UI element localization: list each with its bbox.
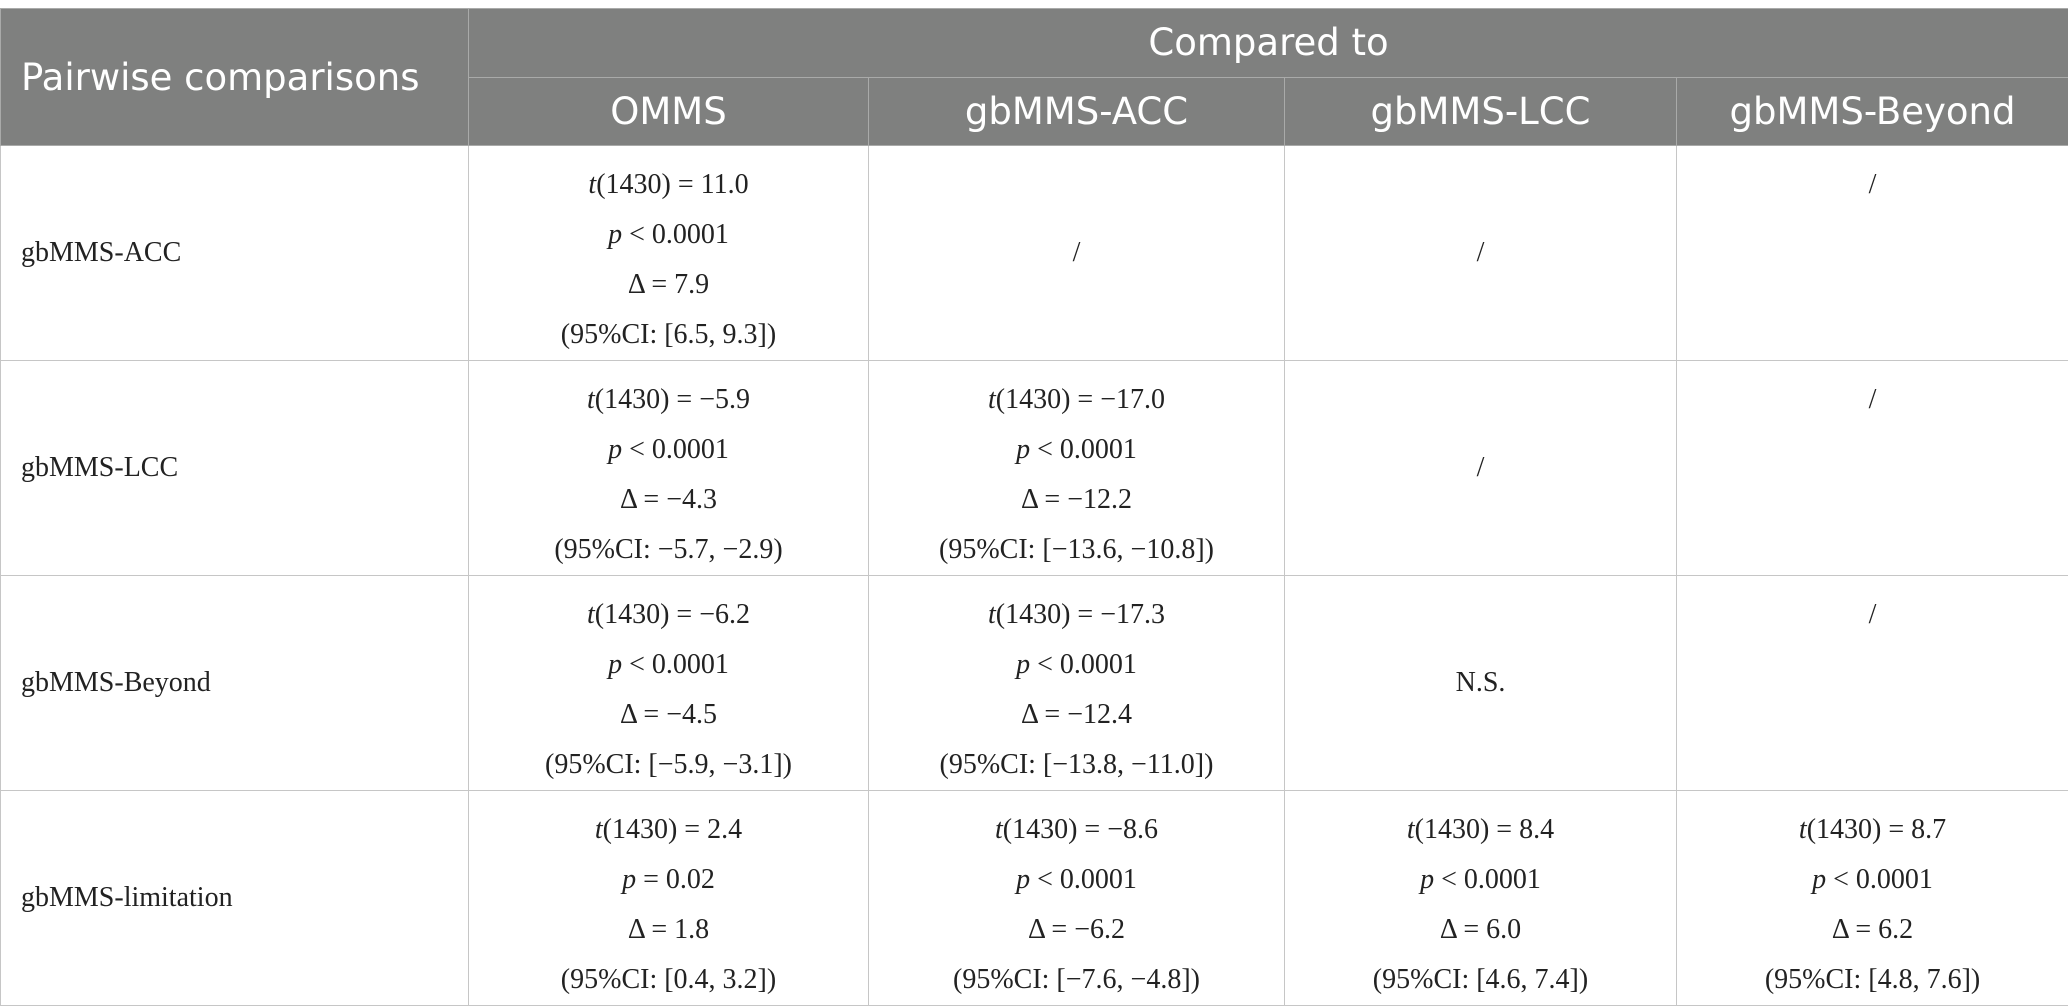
confidence-interval: (95%CI: [0.4, 3.2]) — [560, 964, 777, 995]
empty-cell: / — [868, 145, 1285, 361]
table-row: gbMMS-LCC t(1430) = −5.9 p < 0.0001 Δ = … — [0, 360, 2068, 576]
stat-cell: t(1430) = −17.0 p < 0.0001 Δ = −12.2 (95… — [868, 360, 1285, 576]
p-value: p < 0.0001 — [608, 219, 729, 250]
t-stat: t(1430) = −17.3 — [987, 599, 1165, 630]
header-compared-to: Compared to — [467, 8, 2068, 78]
column-header-omms: OMMS — [468, 76, 869, 146]
t-stat: t(1430) = 2.4 — [594, 814, 743, 845]
delta-value: Δ = 6.2 — [1831, 914, 1914, 945]
stat-cell: t(1430) = −5.9 p < 0.0001 Δ = −4.3 (95%C… — [468, 360, 869, 576]
t-stat: t(1430) = −5.9 — [586, 384, 750, 415]
p-value: p < 0.0001 — [1812, 864, 1933, 895]
t-stat: t(1430) = −6.2 — [586, 599, 750, 630]
row-label: gbMMS-ACC — [0, 145, 469, 361]
delta-value: Δ = 6.0 — [1439, 914, 1522, 945]
stat-cell: t(1430) = 11.0 p < 0.0001 Δ = 7.9 (95%CI… — [468, 145, 869, 361]
t-stat: t(1430) = 8.7 — [1798, 814, 1947, 845]
p-value: p < 0.0001 — [1016, 649, 1137, 680]
empty-cell: / — [1675, 145, 2068, 361]
t-stat: t(1430) = 8.4 — [1406, 814, 1555, 845]
empty-cell: / — [1675, 360, 2068, 576]
row-label: gbMMS-LCC — [0, 360, 469, 576]
empty-cell: / — [1284, 145, 1677, 361]
t-stat: t(1430) = −17.0 — [987, 384, 1165, 415]
delta-value: Δ = −12.4 — [1020, 699, 1133, 730]
empty-cell: / — [1675, 575, 2068, 791]
confidence-interval: (95%CI: [6.5, 9.3]) — [560, 319, 777, 350]
table-row: gbMMS-ACC t(1430) = 11.0 p < 0.0001 Δ = … — [0, 145, 2068, 361]
row-label: gbMMS-Beyond — [0, 575, 469, 791]
delta-value: Δ = 7.9 — [627, 269, 710, 300]
delta-value: Δ = −4.5 — [619, 699, 718, 730]
p-value: p < 0.0001 — [608, 649, 729, 680]
confidence-interval: (95%CI: [4.8, 7.6]) — [1764, 964, 1981, 995]
p-value: p < 0.0001 — [1016, 864, 1137, 895]
stat-cell: t(1430) = 8.4 p < 0.0001 Δ = 6.0 (95%CI:… — [1284, 790, 1677, 1006]
t-stat: t(1430) = 11.0 — [588, 169, 749, 200]
delta-value: Δ = −6.2 — [1027, 914, 1126, 945]
delta-value: Δ = −12.2 — [1020, 484, 1133, 515]
confidence-interval: (95%CI: [−7.6, −4.8]) — [953, 964, 1200, 995]
p-value: p < 0.0001 — [1016, 434, 1137, 465]
stat-cell: t(1430) = −17.3 p < 0.0001 Δ = −12.4 (95… — [868, 575, 1285, 791]
delta-value: Δ = −4.3 — [619, 484, 718, 515]
stat-cell: t(1430) = −6.2 p < 0.0001 Δ = −4.5 (95%C… — [468, 575, 869, 791]
stat-cell: t(1430) = −8.6 p < 0.0001 Δ = −6.2 (95%C… — [868, 790, 1285, 1006]
confidence-interval: (95%CI: [−5.9, −3.1]) — [545, 749, 792, 780]
header-pairwise-comparisons: Pairwise comparisons — [0, 8, 469, 146]
empty-cell: / — [1284, 360, 1677, 576]
confidence-interval: (95%CI: [4.6, 7.4]) — [1372, 964, 1589, 995]
p-value: p < 0.0001 — [608, 434, 729, 465]
stat-cell: t(1430) = 2.4 p = 0.02 Δ = 1.8 (95%CI: [… — [468, 790, 869, 1006]
column-header-gbmms-acc: gbMMS-ACC — [868, 76, 1285, 146]
stat-cell: t(1430) = 8.7 p < 0.0001 Δ = 6.2 (95%CI:… — [1675, 790, 2068, 1006]
table-row: gbMMS-Beyond t(1430) = −6.2 p < 0.0001 Δ… — [0, 575, 2068, 791]
comparison-table: Pairwise comparisons Compared to OMMS gb… — [0, 8, 2068, 1006]
confidence-interval: (95%CI: −5.7, −2.9) — [554, 534, 783, 565]
column-header-gbmms-beyond: gbMMS-Beyond — [1675, 76, 2068, 146]
t-stat: t(1430) = −8.6 — [994, 814, 1158, 845]
column-header-gbmms-lcc: gbMMS-LCC — [1284, 76, 1677, 146]
confidence-interval: (95%CI: [−13.8, −11.0]) — [939, 749, 1214, 780]
delta-value: Δ = 1.8 — [627, 914, 710, 945]
row-label: gbMMS-limitation — [0, 790, 469, 1006]
table-row: gbMMS-limitation t(1430) = 2.4 p = 0.02 … — [0, 790, 2068, 1006]
confidence-interval: (95%CI: [−13.6, −10.8]) — [939, 534, 1214, 565]
p-value: p < 0.0001 — [1420, 864, 1541, 895]
not-significant-cell: N.S. — [1284, 575, 1677, 791]
p-value: p = 0.02 — [622, 864, 715, 895]
